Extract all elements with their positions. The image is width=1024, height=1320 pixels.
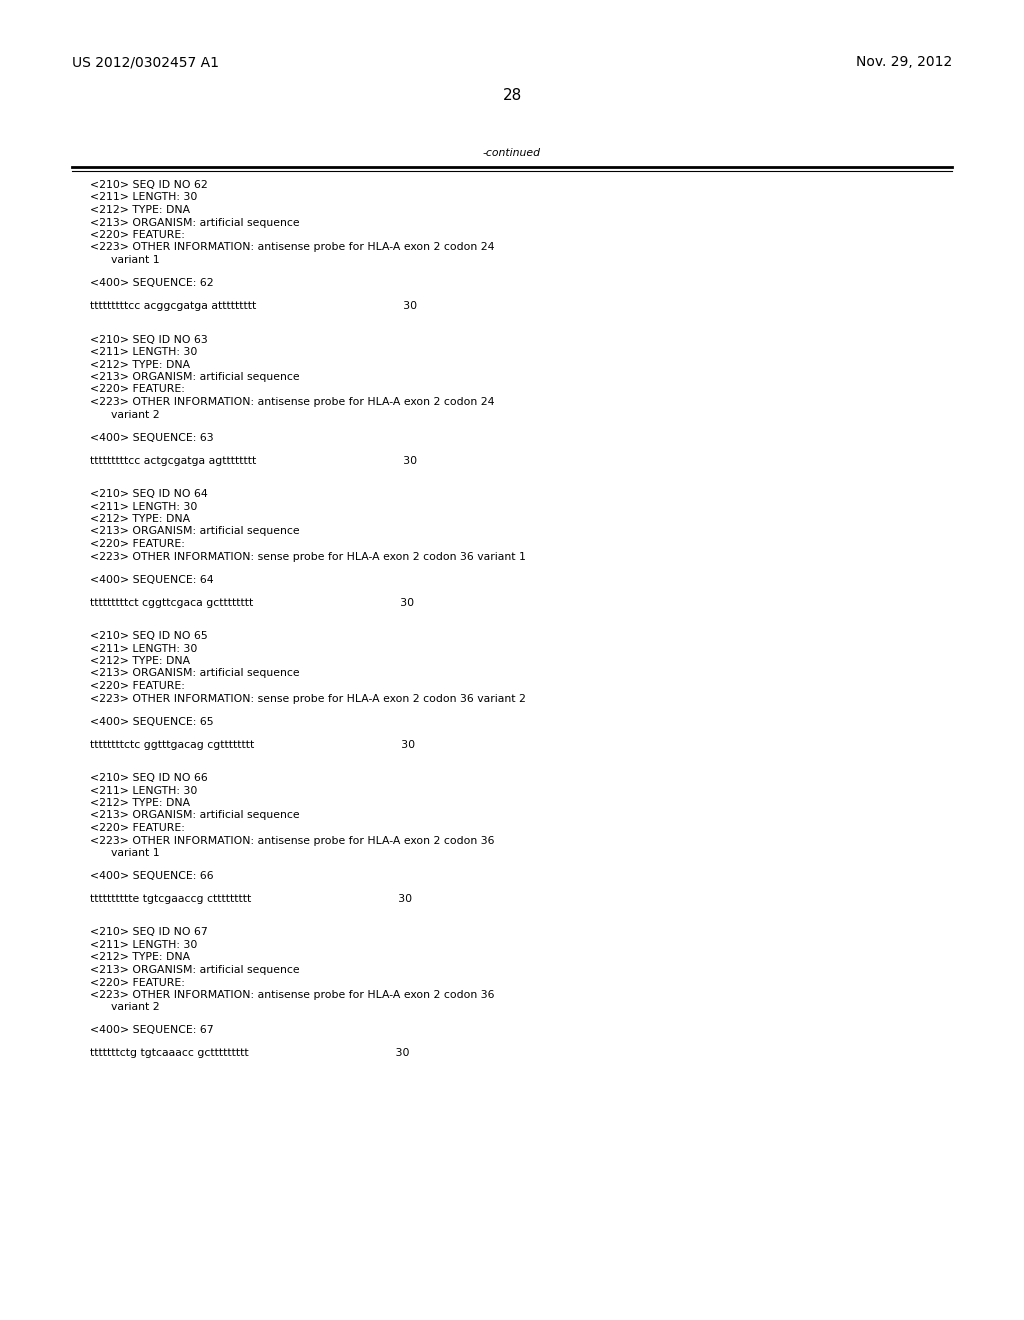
Text: -continued: -continued [483, 148, 541, 158]
Text: <400> SEQUENCE: 67: <400> SEQUENCE: 67 [90, 1026, 214, 1035]
Text: <223> OTHER INFORMATION: antisense probe for HLA-A exon 2 codon 24: <223> OTHER INFORMATION: antisense probe… [90, 243, 495, 252]
Text: <210> SEQ ID NO 67: <210> SEQ ID NO 67 [90, 928, 208, 937]
Text: tttttttttte tgtcgaaccg cttttttttt                                          30: tttttttttte tgtcgaaccg cttttttttt 30 [90, 894, 412, 904]
Text: <212> TYPE: DNA: <212> TYPE: DNA [90, 799, 190, 808]
Text: <212> TYPE: DNA: <212> TYPE: DNA [90, 953, 190, 962]
Text: <212> TYPE: DNA: <212> TYPE: DNA [90, 359, 190, 370]
Text: <400> SEQUENCE: 64: <400> SEQUENCE: 64 [90, 574, 214, 585]
Text: <400> SEQUENCE: 66: <400> SEQUENCE: 66 [90, 871, 214, 880]
Text: <210> SEQ ID NO 66: <210> SEQ ID NO 66 [90, 774, 208, 783]
Text: <213> ORGANISM: artificial sequence: <213> ORGANISM: artificial sequence [90, 527, 300, 536]
Text: <223> OTHER INFORMATION: antisense probe for HLA-A exon 2 codon 24: <223> OTHER INFORMATION: antisense probe… [90, 397, 495, 407]
Text: <210> SEQ ID NO 63: <210> SEQ ID NO 63 [90, 334, 208, 345]
Text: <400> SEQUENCE: 62: <400> SEQUENCE: 62 [90, 279, 214, 288]
Text: variant 1: variant 1 [90, 847, 160, 858]
Text: <220> FEATURE:: <220> FEATURE: [90, 384, 185, 395]
Text: <213> ORGANISM: artificial sequence: <213> ORGANISM: artificial sequence [90, 668, 300, 678]
Text: <212> TYPE: DNA: <212> TYPE: DNA [90, 656, 190, 667]
Text: <220> FEATURE:: <220> FEATURE: [90, 539, 185, 549]
Text: <223> OTHER INFORMATION: antisense probe for HLA-A exon 2 codon 36: <223> OTHER INFORMATION: antisense probe… [90, 836, 495, 846]
Text: <220> FEATURE:: <220> FEATURE: [90, 822, 185, 833]
Text: <211> LENGTH: 30: <211> LENGTH: 30 [90, 940, 198, 950]
Text: Nov. 29, 2012: Nov. 29, 2012 [856, 55, 952, 69]
Text: <220> FEATURE:: <220> FEATURE: [90, 230, 185, 240]
Text: <223> OTHER INFORMATION: antisense probe for HLA-A exon 2 codon 36: <223> OTHER INFORMATION: antisense probe… [90, 990, 495, 1001]
Text: tttttttttcc acggcgatga attttttttt                                          30: tttttttttcc acggcgatga attttttttt 30 [90, 301, 417, 312]
Text: <210> SEQ ID NO 62: <210> SEQ ID NO 62 [90, 180, 208, 190]
Text: <211> LENGTH: 30: <211> LENGTH: 30 [90, 502, 198, 511]
Text: <210> SEQ ID NO 64: <210> SEQ ID NO 64 [90, 488, 208, 499]
Text: <212> TYPE: DNA: <212> TYPE: DNA [90, 205, 190, 215]
Text: <223> OTHER INFORMATION: sense probe for HLA-A exon 2 codon 36 variant 2: <223> OTHER INFORMATION: sense probe for… [90, 693, 526, 704]
Text: <210> SEQ ID NO 65: <210> SEQ ID NO 65 [90, 631, 208, 642]
Text: <220> FEATURE:: <220> FEATURE: [90, 978, 185, 987]
Text: US 2012/0302457 A1: US 2012/0302457 A1 [72, 55, 219, 69]
Text: <211> LENGTH: 30: <211> LENGTH: 30 [90, 644, 198, 653]
Text: tttttttttcc actgcgatga agtttttttt                                          30: tttttttttcc actgcgatga agtttttttt 30 [90, 455, 417, 466]
Text: <211> LENGTH: 30: <211> LENGTH: 30 [90, 785, 198, 796]
Text: <213> ORGANISM: artificial sequence: <213> ORGANISM: artificial sequence [90, 372, 300, 381]
Text: ttttttttctc ggtttgacag cgtttttttt                                          30: ttttttttctc ggtttgacag cgtttttttt 30 [90, 739, 415, 750]
Text: <400> SEQUENCE: 63: <400> SEQUENCE: 63 [90, 433, 214, 442]
Text: <400> SEQUENCE: 65: <400> SEQUENCE: 65 [90, 717, 214, 726]
Text: 28: 28 [503, 88, 521, 103]
Text: <220> FEATURE:: <220> FEATURE: [90, 681, 185, 690]
Text: variant 2: variant 2 [90, 1002, 160, 1012]
Text: <213> ORGANISM: artificial sequence: <213> ORGANISM: artificial sequence [90, 965, 300, 975]
Text: <212> TYPE: DNA: <212> TYPE: DNA [90, 513, 190, 524]
Text: variant 1: variant 1 [90, 255, 160, 265]
Text: variant 2: variant 2 [90, 409, 160, 420]
Text: <211> LENGTH: 30: <211> LENGTH: 30 [90, 347, 198, 356]
Text: tttttttctg tgtcaaacc gcttttttttt                                          30: tttttttctg tgtcaaacc gcttttttttt 30 [90, 1048, 410, 1059]
Text: tttttttttct cggttcgaca gctttttttt                                          30: tttttttttct cggttcgaca gctttttttt 30 [90, 598, 414, 607]
Text: <211> LENGTH: 30: <211> LENGTH: 30 [90, 193, 198, 202]
Text: <213> ORGANISM: artificial sequence: <213> ORGANISM: artificial sequence [90, 218, 300, 227]
Text: <223> OTHER INFORMATION: sense probe for HLA-A exon 2 codon 36 variant 1: <223> OTHER INFORMATION: sense probe for… [90, 552, 526, 561]
Text: <213> ORGANISM: artificial sequence: <213> ORGANISM: artificial sequence [90, 810, 300, 821]
